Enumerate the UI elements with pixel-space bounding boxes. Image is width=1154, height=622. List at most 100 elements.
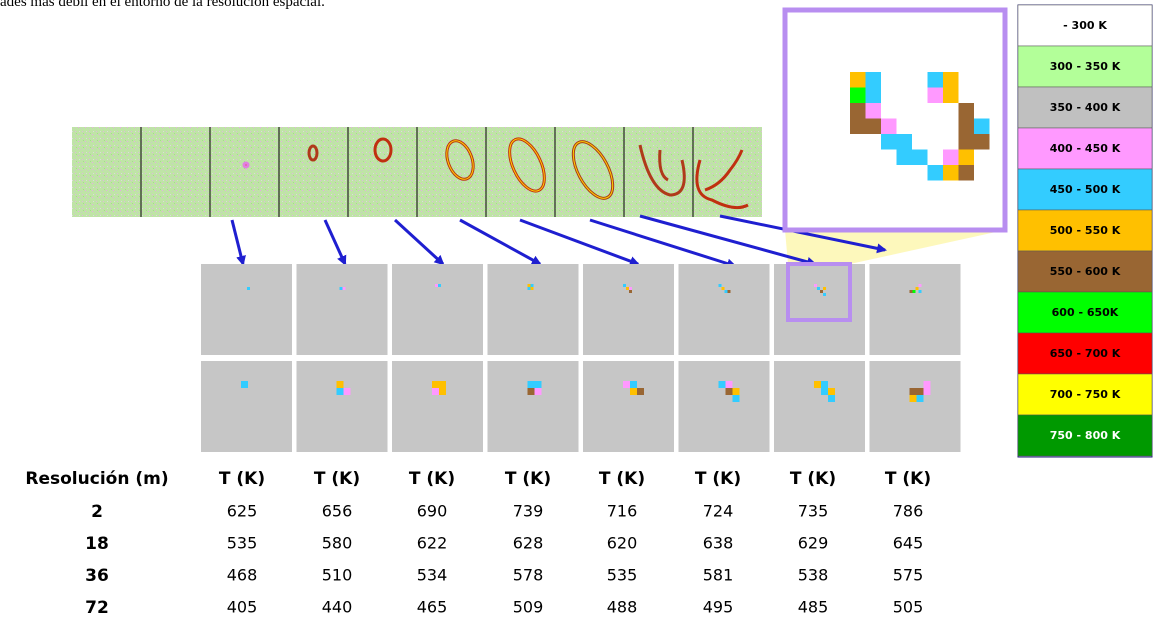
pixel bbox=[726, 388, 733, 395]
table-cell: 628 bbox=[513, 534, 544, 553]
table-cell: 625 bbox=[227, 502, 258, 521]
pixel bbox=[438, 284, 441, 287]
pixel bbox=[828, 388, 835, 395]
pixel bbox=[630, 388, 637, 395]
pixel bbox=[337, 381, 344, 388]
pixel bbox=[528, 284, 531, 287]
pixel bbox=[725, 290, 728, 293]
pixel bbox=[439, 388, 446, 395]
table-cell: 735 bbox=[798, 502, 829, 521]
table-cell: 505 bbox=[893, 598, 924, 617]
pixel bbox=[910, 395, 917, 402]
thumbnail bbox=[201, 361, 292, 452]
table-cell: 510 bbox=[322, 566, 353, 585]
thumbnail bbox=[583, 264, 674, 355]
table-cell: 485 bbox=[798, 598, 829, 617]
pixel bbox=[866, 119, 882, 135]
pixel bbox=[959, 103, 975, 119]
table-cell: 534 bbox=[417, 566, 448, 585]
pixel bbox=[820, 290, 823, 293]
pixel bbox=[910, 290, 913, 293]
row-label: 2 bbox=[91, 502, 103, 522]
page: ades más débil en el entorno de la resol… bbox=[0, 0, 1154, 622]
thumbnail bbox=[583, 361, 674, 452]
pixel bbox=[928, 72, 944, 88]
table-cell: 620 bbox=[607, 534, 638, 553]
table-cell: 488 bbox=[607, 598, 638, 617]
table-cell: 622 bbox=[417, 534, 448, 553]
legend: - 300 K300 - 350 K350 - 400 K400 - 450 K… bbox=[1018, 5, 1152, 457]
pixel bbox=[817, 287, 820, 290]
pixel bbox=[531, 287, 534, 290]
pixel bbox=[924, 381, 931, 388]
table-header: T (K) bbox=[790, 469, 836, 489]
thumbnail bbox=[488, 264, 579, 355]
pixel bbox=[623, 284, 626, 287]
pixel bbox=[897, 150, 913, 166]
table-cell: 535 bbox=[227, 534, 258, 553]
table-cell: 575 bbox=[893, 566, 924, 585]
pixel bbox=[719, 381, 726, 388]
legend-label: 500 - 550 K bbox=[1050, 224, 1121, 237]
pixel bbox=[623, 381, 630, 388]
legend-label: - 300 K bbox=[1063, 19, 1107, 32]
pixel bbox=[959, 119, 975, 135]
pixel bbox=[850, 72, 866, 88]
pixel bbox=[881, 119, 897, 135]
table-header: T (K) bbox=[599, 469, 645, 489]
legend-label: 300 - 350 K bbox=[1050, 60, 1121, 73]
pixel bbox=[916, 287, 919, 290]
row-label: 72 bbox=[85, 598, 109, 618]
legend-label: 400 - 450 K bbox=[1050, 142, 1121, 155]
pixel bbox=[912, 150, 928, 166]
legend-label: 550 - 600 K bbox=[1050, 265, 1121, 278]
thumbnail bbox=[870, 264, 961, 355]
table-header: T (K) bbox=[505, 469, 551, 489]
pixel bbox=[343, 287, 346, 290]
pixel bbox=[866, 72, 882, 88]
table-header: T (K) bbox=[314, 469, 360, 489]
pixel bbox=[924, 388, 931, 395]
pixel bbox=[432, 381, 439, 388]
thumbnail bbox=[297, 361, 388, 452]
table: Resolución (m)T (K)T (K)T (K)T (K)T (K)T… bbox=[25, 469, 931, 618]
pixel bbox=[344, 388, 351, 395]
pixel bbox=[919, 290, 922, 293]
pixel bbox=[432, 388, 439, 395]
pixel bbox=[629, 287, 632, 290]
pixel bbox=[910, 388, 917, 395]
pixel bbox=[850, 88, 866, 104]
legend-label: 700 - 750 K bbox=[1050, 388, 1121, 401]
thumbnail bbox=[870, 361, 961, 452]
pixel bbox=[528, 287, 531, 290]
pixel bbox=[850, 103, 866, 119]
pixel bbox=[823, 287, 826, 290]
table-header: Resolución (m) bbox=[25, 469, 168, 489]
table-header: T (K) bbox=[695, 469, 741, 489]
zoom-box bbox=[785, 10, 1005, 230]
pixel bbox=[928, 165, 944, 181]
thumbnail-grid bbox=[201, 264, 961, 452]
pixel bbox=[959, 165, 975, 181]
pixel bbox=[917, 388, 924, 395]
pixel bbox=[528, 381, 535, 388]
pixel bbox=[630, 381, 637, 388]
table-cell: 716 bbox=[607, 502, 638, 521]
pixel bbox=[241, 381, 248, 388]
pixel bbox=[919, 284, 922, 287]
thumbnail bbox=[488, 361, 579, 452]
table-cell: 468 bbox=[227, 566, 258, 585]
table-cell: 495 bbox=[703, 598, 734, 617]
pixel bbox=[913, 290, 916, 293]
table-cell: 581 bbox=[703, 566, 734, 585]
pixel bbox=[726, 381, 733, 388]
table-cell: 509 bbox=[513, 598, 544, 617]
pixel bbox=[974, 119, 990, 135]
pixel bbox=[814, 381, 821, 388]
row-label: 36 bbox=[85, 566, 109, 586]
table-cell: 786 bbox=[893, 502, 924, 521]
pixel bbox=[959, 150, 975, 166]
pixel bbox=[821, 381, 828, 388]
pixel bbox=[943, 72, 959, 88]
pixel bbox=[626, 287, 629, 290]
